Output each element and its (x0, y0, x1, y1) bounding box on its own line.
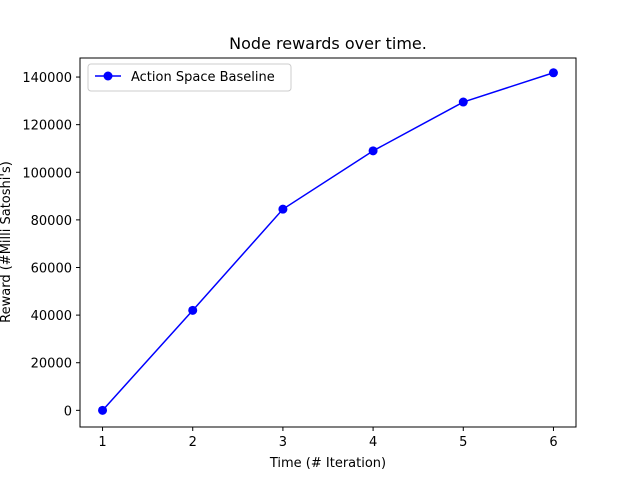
data-point (458, 97, 468, 107)
plot-area (79, 57, 577, 428)
y-tick-label: 80000 (31, 214, 72, 229)
y-axis-label: Reward (#Milli Satoshi's) (0, 161, 14, 323)
y-tick-label: 40000 (31, 309, 72, 324)
legend-marker-sample (103, 71, 113, 81)
data-point (188, 305, 198, 315)
legend-box (87, 63, 292, 92)
chart-title: Node rewards over time. (229, 34, 427, 53)
y-tick-label: 0 (64, 404, 72, 419)
x-axis: 1 2 3 4 5 6 (98, 427, 558, 450)
data-point (98, 405, 108, 415)
data-point (548, 68, 558, 78)
series-layer (98, 68, 558, 415)
x-tick-label: 5 (459, 435, 467, 450)
legend: Action Space Baseline (87, 63, 292, 92)
y-tick-label: 20000 (31, 357, 72, 372)
data-point (368, 146, 378, 156)
x-tick-label: 6 (549, 435, 557, 450)
data-point (278, 204, 288, 214)
y-tick-label: 100000 (22, 166, 72, 181)
y-tick-label: 120000 (22, 119, 72, 134)
x-tick-label: 3 (279, 435, 287, 450)
legend-entry-label: Action Space Baseline (131, 70, 275, 85)
x-tick-label: 1 (98, 435, 106, 450)
x-tick-label: 4 (369, 435, 377, 450)
y-tick-label: 140000 (22, 71, 72, 86)
x-tick-label: 2 (189, 435, 197, 450)
y-tick-label: 60000 (31, 261, 72, 276)
y-axis: 0 20000 40000 60000 80000 100000 120000 140000 (22, 71, 80, 419)
series-line (101, 72, 554, 411)
x-axis-label: Time (# Iteration) (269, 456, 386, 471)
